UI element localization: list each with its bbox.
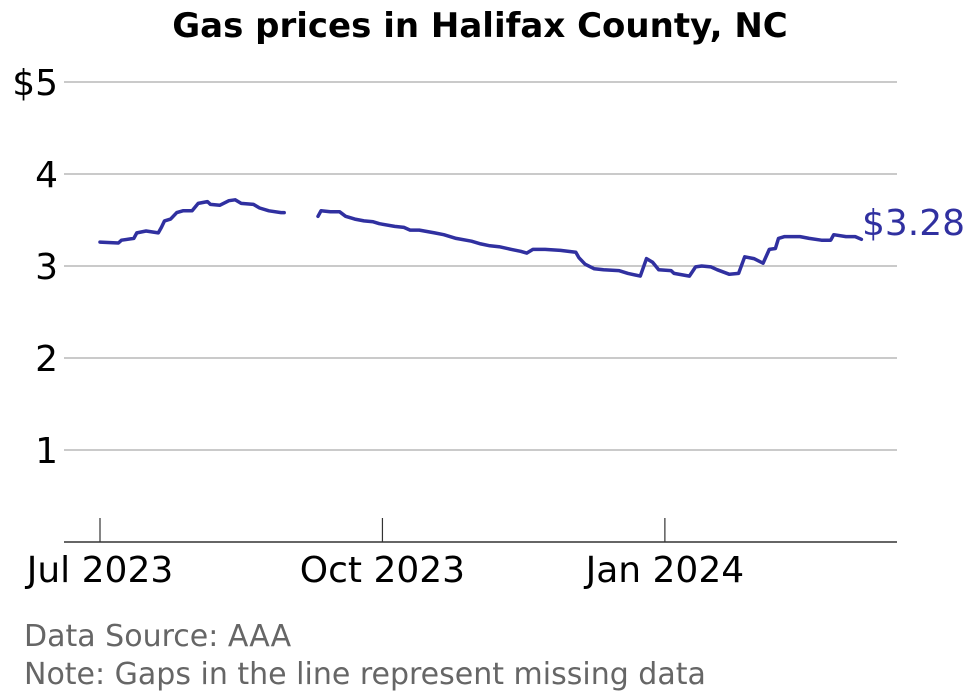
- chart-title: Gas prices in Halifax County, NC: [172, 6, 788, 46]
- y-tick-label: 4: [35, 155, 58, 196]
- x-tick-label: Oct 2023: [300, 550, 465, 591]
- y-tick-label: $5: [12, 63, 58, 104]
- y-tick-label: 1: [35, 431, 58, 472]
- gaps-note: Note: Gaps in the line represent missing…: [24, 657, 706, 692]
- end-value-label: $3.28: [862, 203, 965, 244]
- price-line: [98, 198, 864, 278]
- x-tick-label: Jan 2024: [584, 550, 745, 591]
- source-note: Data Source: AAA: [24, 619, 292, 654]
- x-tick-label: Jul 2023: [25, 550, 174, 591]
- y-tick-label: 3: [35, 247, 58, 288]
- y-tick-label: 2: [35, 339, 58, 380]
